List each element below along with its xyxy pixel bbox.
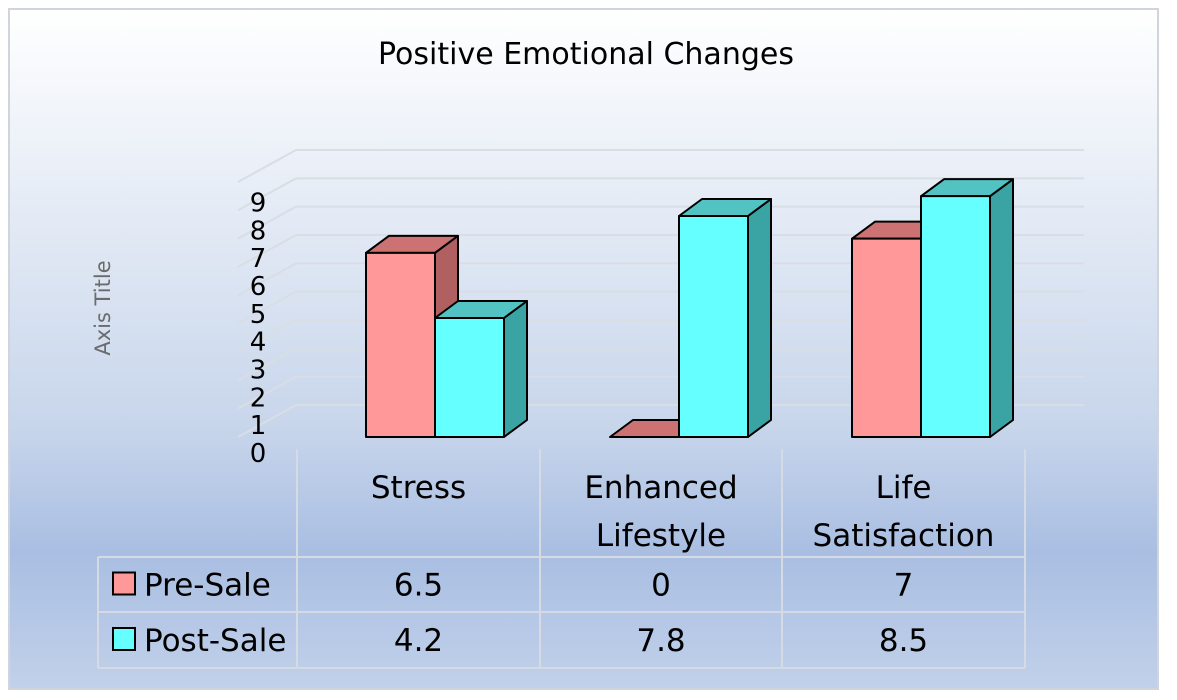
- bar-post-sale-1-front: [678, 215, 749, 438]
- y-tick-label: 7: [250, 244, 267, 274]
- y-tick-label: 3: [250, 356, 267, 386]
- y-tick-label: 9: [250, 189, 267, 219]
- table-value: 4.2: [394, 623, 443, 659]
- category-label: Lifestyle: [596, 518, 726, 554]
- bar-post-sale-2-side: [989, 178, 1014, 438]
- bar-post-sale-0-side: [503, 300, 528, 438]
- table-value: 6.5: [394, 568, 443, 604]
- y-axis-title: Axis Title: [91, 260, 115, 355]
- bars: [365, 178, 1014, 438]
- bar-post-sale-1: [678, 198, 772, 438]
- gridline-side: [237, 205, 297, 240]
- gridline-side: [237, 234, 297, 268]
- bar-post-sale-0: [434, 300, 528, 438]
- table-value: 7: [894, 568, 914, 604]
- gridline-side: [237, 149, 297, 183]
- y-tick-label: 0: [250, 439, 267, 469]
- bar-post-sale-2: [920, 178, 1014, 438]
- chart-title: Positive Emotional Changes: [378, 37, 794, 72]
- category-label: Enhanced: [584, 470, 737, 506]
- table-value: 0: [651, 568, 671, 604]
- y-tick-label: 4: [250, 328, 267, 358]
- y-tick-label: 8: [250, 216, 267, 246]
- gridline-side: [237, 404, 297, 438]
- gridline-side: [237, 319, 297, 353]
- y-tick-label: 6: [250, 272, 267, 302]
- data-table: Stress Enhanced Lifestyle Life Satisfaction P…: [97, 449, 1026, 669]
- y-tick-label: 2: [250, 383, 267, 413]
- bar-pre-sale-0-front: [365, 251, 436, 438]
- legend-swatch-post-sale: [112, 627, 136, 651]
- gridline-side: [237, 347, 297, 382]
- category-label: Life: [876, 470, 932, 506]
- category-label: Satisfaction: [813, 518, 995, 554]
- legend-label: Post-Sale: [144, 623, 286, 659]
- legend-swatch-pre-sale: [112, 571, 136, 596]
- table-value: 7.8: [636, 623, 685, 659]
- bar-pre-sale-2-front: [851, 237, 922, 438]
- y-tick-label: 1: [250, 411, 267, 441]
- legend-label: Pre-Sale: [144, 568, 271, 604]
- gridline-side: [237, 290, 297, 325]
- bar-post-sale-2-front: [920, 195, 991, 438]
- category-label: Stress: [371, 470, 466, 506]
- gridline-side: [237, 262, 297, 297]
- bar-post-sale-1-side: [747, 198, 772, 438]
- bar-post-sale-0-front: [434, 317, 505, 438]
- gridline-side: [237, 375, 297, 410]
- table-value: 8.5: [879, 623, 928, 659]
- y-tick-label: 5: [250, 300, 267, 330]
- gridline-side: [237, 177, 297, 212]
